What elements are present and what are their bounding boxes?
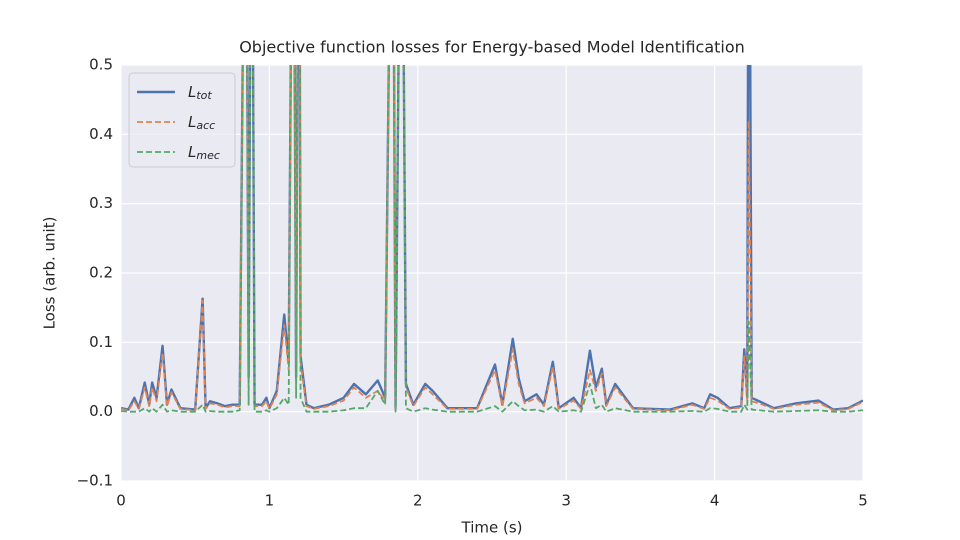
x-tick-label: 5 [858,492,868,510]
series-line [121,65,863,413]
y-tick-label: −0.1 [77,472,113,490]
y-tick-label: 0.2 [89,264,113,282]
legend-box [128,72,236,168]
x-axis-label: Time (s) [461,519,523,537]
x-tick-label: 1 [265,492,275,510]
x-tick-label: 4 [710,492,720,510]
x-tick-label: 0 [116,492,126,510]
y-tick-label: 0.3 [89,194,113,212]
y-tick-label: 0.4 [89,125,113,143]
y-axis-label: Loss (arb. unit) [41,217,59,330]
plot-lines [121,65,863,413]
chart-title: Objective function losses for Energy-bas… [239,38,745,57]
legend-label: Lmec [188,143,220,163]
y-tick-label: 0.0 [89,402,113,420]
legend-label: Lacc [188,113,215,133]
x-tick-label: 2 [413,492,423,510]
y-tick-label: 0.1 [89,333,113,351]
series-line [121,65,863,412]
y-tick-label: 0.5 [89,56,113,74]
legend-label: Ltot [188,83,212,103]
x-tick-label: 3 [561,492,571,510]
